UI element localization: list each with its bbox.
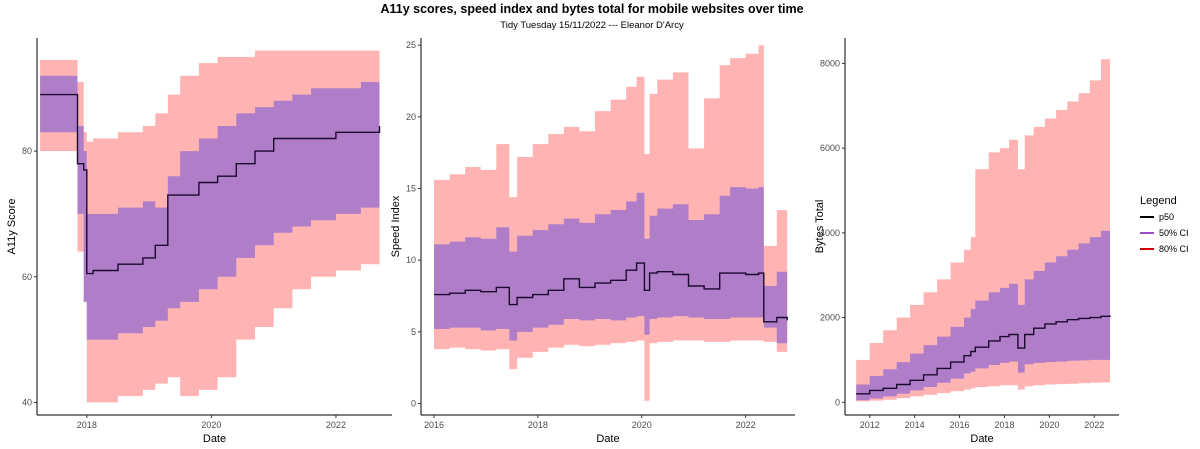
x-tick-label: 2020: [632, 420, 652, 430]
y-tick-label: 4000: [820, 228, 840, 238]
panel-1: 2018 2020 2022 40 60 80 Date A11y Score: [6, 38, 392, 445]
x-tick-label: 2018: [994, 420, 1014, 430]
y-tick-label: 5: [411, 327, 416, 337]
chart-title: A11y scores, speed index and bytes total…: [380, 2, 803, 16]
x-tick-label: 2016: [424, 420, 444, 430]
x-tick-label: 2014: [905, 420, 925, 430]
legend-label: 80% CI: [1159, 244, 1189, 254]
y-axis-label: A11y Score: [6, 198, 18, 254]
panel-3: 2012 2014 2016 2018 2020 2022 0 2000 4000 6000 800…: [814, 38, 1119, 445]
p50-line: [434, 262, 788, 323]
y-tick-label: 15: [406, 184, 416, 194]
x-axis-label: Date: [970, 433, 993, 445]
p50-line: [856, 315, 1111, 395]
ci50-band: [40, 75, 380, 340]
x-tick-label: 2018: [528, 420, 548, 430]
x-tick-label: 2020: [201, 420, 221, 430]
x-axis-label: Date: [203, 433, 226, 445]
y-tick-label: 10: [406, 255, 416, 265]
x-tick-label: 2022: [1084, 420, 1104, 430]
legend: Legend p50 50% CI 80% CI: [1140, 195, 1189, 254]
y-tick-label: 6000: [820, 143, 840, 153]
chart-subtitle: Tidy Tuesday 15/11/2022 --- Eleanor D'Ar…: [500, 20, 684, 31]
y-tick-label: 80: [22, 146, 32, 156]
y-tick-label: 60: [22, 272, 32, 282]
legend-label: 50% CI: [1159, 228, 1189, 238]
panels: 2018 2020 2022 40 60 80 Date A11y Score 2016 2018…: [6, 38, 1119, 445]
y-tick-label: 20: [406, 112, 416, 122]
legend-title: Legend: [1140, 195, 1177, 207]
y-tick-label: 25: [406, 40, 416, 50]
panel-2: 2016 2018 2020 2022 0 5 10 15 20 25 Date Speed Inde…: [390, 38, 795, 445]
y-tick-label: 0: [411, 399, 416, 409]
p50-line: [40, 93, 381, 275]
y-tick-label: 2000: [820, 313, 840, 323]
ci50-band: [434, 187, 788, 347]
x-tick-label: 2022: [326, 420, 346, 430]
x-tick-label: 2012: [860, 420, 880, 430]
y-axis-label: Bytes Total: [814, 200, 826, 254]
y-tick-label: 40: [22, 397, 32, 407]
x-tick-label: 2018: [77, 420, 97, 430]
y-axis-label: Speed Index: [390, 195, 402, 257]
ci50-band: [856, 228, 1110, 401]
y-tick-label: 8000: [820, 58, 840, 68]
x-axis-label: Date: [596, 433, 619, 445]
legend-label: p50: [1159, 212, 1174, 222]
x-tick-label: 2016: [950, 420, 970, 430]
y-tick-label: 0: [835, 397, 840, 407]
x-tick-label: 2020: [1039, 420, 1059, 430]
x-tick-label: 2022: [736, 420, 756, 430]
